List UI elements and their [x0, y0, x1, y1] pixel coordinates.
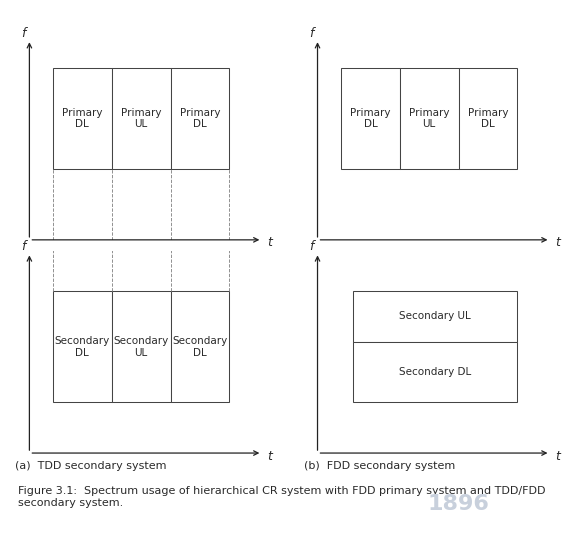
Text: Secondary
UL: Secondary UL [113, 336, 169, 358]
Text: Primary
DL: Primary DL [180, 108, 220, 129]
Text: f: f [309, 240, 314, 253]
Text: f: f [21, 27, 26, 40]
Text: (b)  FDD secondary system: (b) FDD secondary system [303, 461, 455, 471]
Bar [341, 68, 400, 169]
Text: f: f [309, 27, 314, 40]
Bar [53, 68, 112, 169]
Bar [353, 342, 517, 402]
Text: Primary
DL: Primary DL [468, 108, 508, 129]
Bar [112, 291, 171, 402]
Text: Secondary UL: Secondary UL [399, 311, 471, 321]
Text: t: t [555, 237, 560, 249]
Text: Primary
UL: Primary UL [121, 108, 161, 129]
Bar [353, 291, 517, 342]
Text: Secondary
DL: Secondary DL [172, 336, 228, 358]
Text: f: f [21, 240, 26, 253]
Text: t: t [555, 450, 560, 463]
Text: Secondary DL: Secondary DL [399, 367, 471, 377]
Text: Secondary
DL: Secondary DL [55, 336, 110, 358]
Text: Figure 3.1:  Spectrum usage of hierarchical CR system with FDD primary system an: Figure 3.1: Spectrum usage of hierarchic… [18, 486, 545, 508]
Text: t: t [267, 237, 272, 249]
Bar [112, 68, 171, 169]
Bar [171, 68, 229, 169]
Bar [400, 68, 459, 169]
Bar [459, 68, 517, 169]
Text: t: t [267, 450, 272, 463]
Text: Primary
DL: Primary DL [350, 108, 390, 129]
Text: Primary
DL: Primary DL [62, 108, 102, 129]
Text: Primary
UL: Primary UL [409, 108, 449, 129]
Text: (a)  TDD secondary system: (a) TDD secondary system [15, 461, 167, 471]
Bar [53, 291, 112, 402]
Text: 1896: 1896 [427, 494, 490, 514]
Bar [171, 291, 229, 402]
